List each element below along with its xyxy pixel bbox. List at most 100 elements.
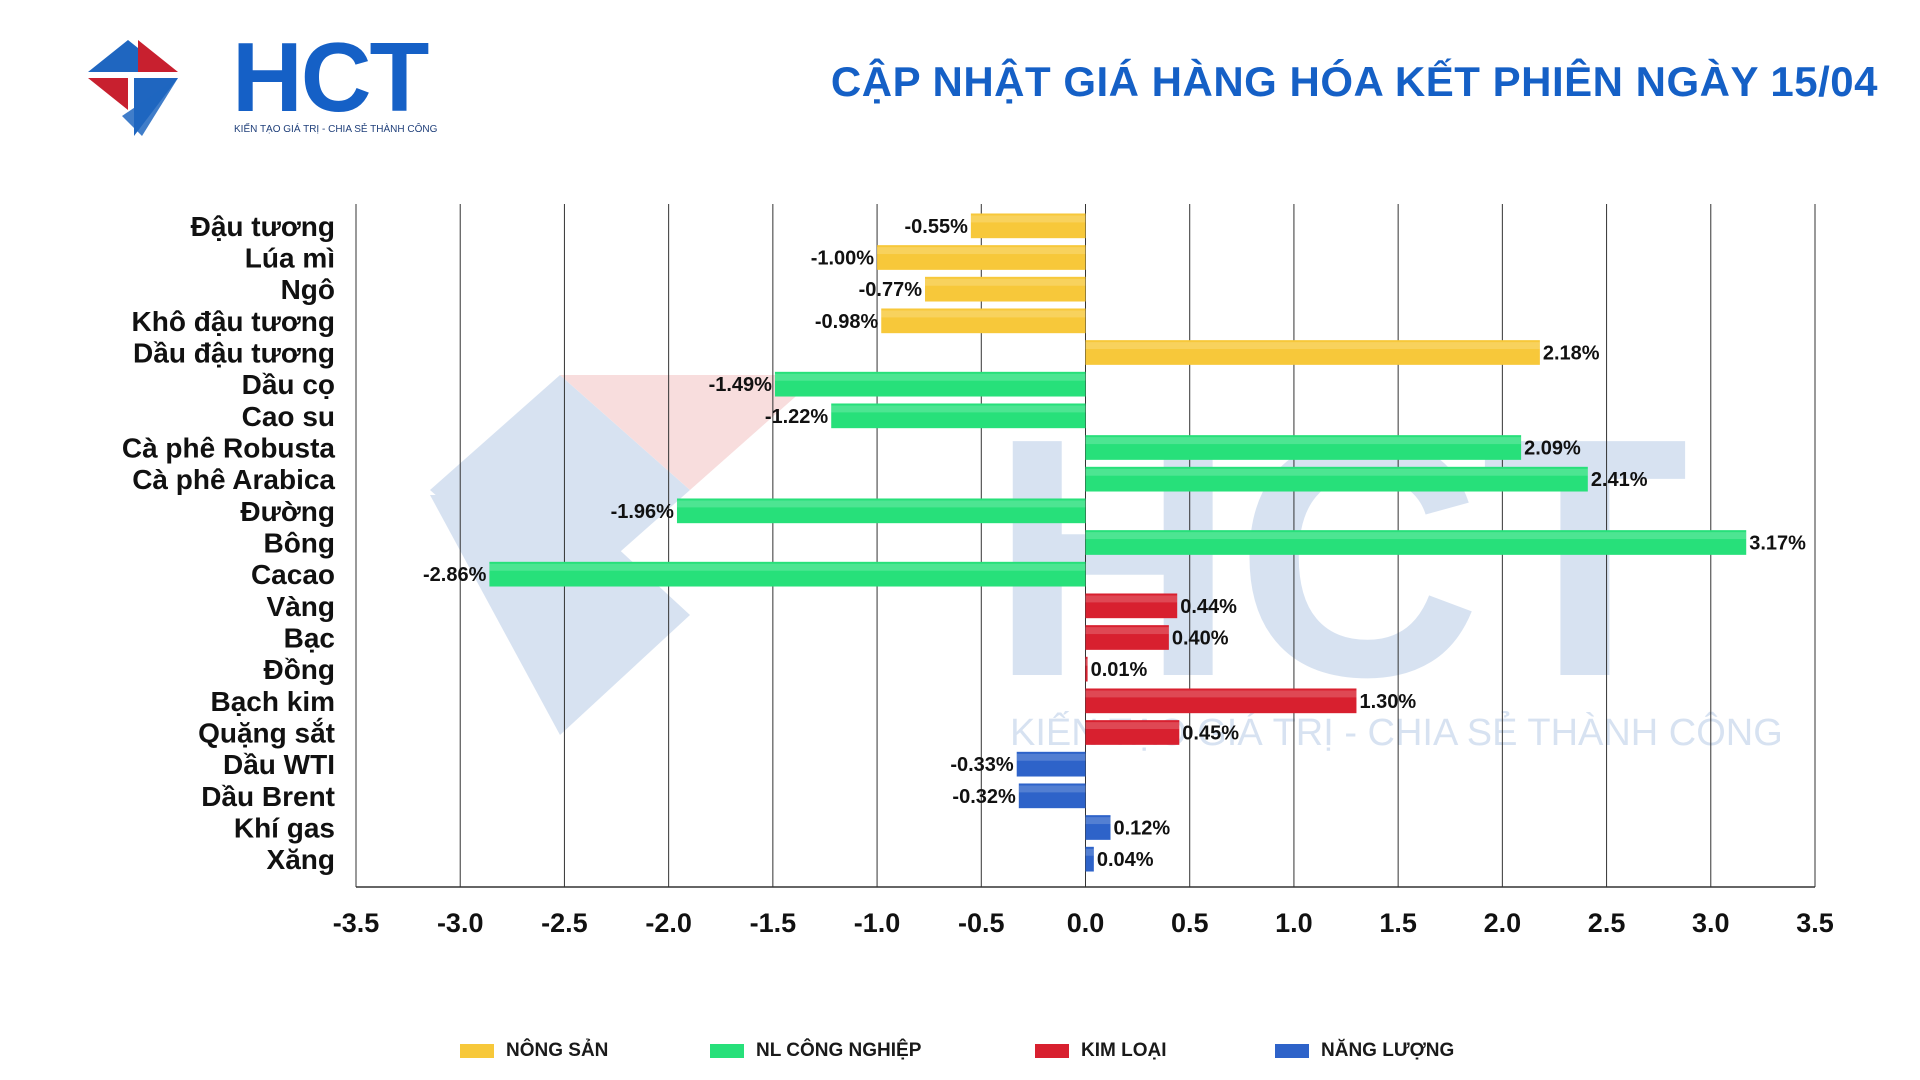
category-label: Vàng [267, 591, 335, 622]
data-label: 0.44% [1180, 596, 1237, 618]
legend-swatch [710, 1044, 744, 1058]
bar [676, 498, 1086, 524]
bar-highlight [877, 247, 1086, 255]
category-label: Cà phê Robusta [122, 433, 336, 464]
category-label: Quặng sắt [198, 718, 335, 749]
bar-highlight [1085, 658, 1088, 666]
x-tick-label: 2.0 [1484, 908, 1522, 938]
data-label: -1.22% [765, 406, 829, 428]
category-label: Đồng [263, 654, 335, 685]
category-label: Bạch kim [211, 686, 336, 717]
legend-label: NÔNG SẢN [506, 1040, 609, 1061]
category-label: Cà phê Arabica [132, 464, 335, 495]
legend-swatch [1035, 1044, 1069, 1058]
bar [1016, 751, 1086, 777]
data-label: 2.09% [1524, 438, 1581, 460]
bar [877, 245, 1086, 270]
x-tick-label: -3.0 [437, 908, 484, 938]
bar [1085, 530, 1747, 555]
data-label: 1.30% [1359, 691, 1416, 713]
bar-highlight [831, 405, 1086, 413]
logo-diamond-left [88, 78, 128, 110]
data-label: 0.40% [1172, 628, 1229, 650]
bar [881, 308, 1086, 334]
category-label: Ngô [281, 274, 335, 305]
bar-highlight [1085, 595, 1178, 603]
legend-label: KIM LOẠI [1081, 1040, 1167, 1061]
bar [1085, 688, 1357, 714]
bar [1085, 720, 1180, 745]
x-tick-label: -3.5 [333, 908, 380, 938]
bar-highlight [1018, 785, 1086, 793]
logo-wordmark: HCT [232, 22, 429, 132]
category-label: Bông [263, 528, 335, 559]
x-tick-label: 1.0 [1275, 908, 1313, 938]
bar-highlight [1085, 437, 1522, 445]
logo-diamond-right [138, 40, 178, 72]
x-tick-label: -2.0 [645, 908, 692, 938]
data-label: 0.01% [1091, 659, 1148, 681]
data-label: -1.96% [611, 501, 675, 523]
category-label: Lúa mì [245, 243, 335, 274]
bar-highlight [925, 278, 1086, 286]
data-label: 0.04% [1097, 849, 1154, 871]
category-label: Bạc [284, 623, 335, 654]
category-label: Đậu tương [191, 211, 335, 242]
x-tick-label: 0.0 [1067, 908, 1105, 938]
bar-highlight [1085, 627, 1169, 635]
data-label: -0.32% [952, 786, 1016, 808]
legend-item: KIM LOẠI [1035, 1040, 1167, 1062]
x-tick-label: 0.5 [1171, 908, 1209, 938]
data-label: -0.33% [950, 754, 1014, 776]
commodity-bar-chart: -3.5 -3.0 -2.5 -2.0 -1.5 -1.0 -0.5 0.0 0.5 1.0 1.5… [122, 204, 1834, 938]
x-tick-label: -1.0 [854, 908, 901, 938]
bar [925, 276, 1086, 302]
bar [1018, 783, 1086, 809]
data-label: -0.77% [859, 279, 923, 301]
bar-highlight [881, 310, 1086, 318]
bar [489, 561, 1086, 587]
bar [1085, 815, 1111, 840]
chart-legend: NÔNG SẢN NL CÔNG NGHIỆP KIM LOẠI NĂNG LƯỢNG [0, 1040, 1920, 1070]
data-label: 0.12% [1114, 818, 1171, 840]
watermark-diamond [430, 375, 690, 605]
bar-highlight [970, 215, 1086, 223]
bar-highlight [1085, 817, 1111, 825]
legend-item: NĂNG LƯỢNG [1275, 1040, 1454, 1062]
category-label: Khí gas [234, 813, 335, 844]
bar [1085, 593, 1178, 619]
data-label: -1.49% [709, 374, 773, 396]
x-tick-label: 3.0 [1692, 908, 1730, 938]
data-label: -2.86% [423, 564, 487, 586]
data-label: 2.41% [1591, 469, 1648, 491]
bar-highlight [676, 500, 1086, 508]
data-label: 2.18% [1543, 343, 1600, 365]
legend-swatch [460, 1044, 494, 1058]
bar [774, 371, 1086, 397]
bar-layer [489, 213, 1747, 872]
label-layer: -3.5 -3.0 -2.5 -2.0 -1.5 -1.0 -0.5 0.0 0.5 1.0 1.5… [122, 211, 1834, 938]
legend-label: NL CÔNG NGHIỆP [756, 1040, 922, 1061]
bar-highlight [1085, 342, 1540, 350]
bar [1085, 435, 1522, 460]
bar [1085, 846, 1094, 872]
data-label: -0.55% [904, 216, 968, 238]
bar-highlight [1016, 753, 1086, 761]
x-tick-label: -1.5 [750, 908, 797, 938]
category-label: Cao su [242, 401, 335, 432]
category-label: Đường [240, 496, 335, 527]
x-tick-label: -0.5 [958, 908, 1005, 938]
data-label: 3.17% [1749, 533, 1806, 555]
company-logo [88, 40, 178, 136]
bar [970, 213, 1086, 239]
legend-item: NÔNG SẢN [460, 1040, 608, 1062]
legend-label: NĂNG LƯỢNG [1321, 1040, 1455, 1061]
page-title: CẬP NHẬT GIÁ HÀNG HÓA KẾT PHIÊN NGÀY 15/… [830, 58, 1878, 105]
category-label: Khô đậu tương [132, 306, 335, 337]
bar [1085, 656, 1088, 682]
category-label: Xăng [267, 844, 335, 875]
bar [1085, 625, 1169, 650]
bar-highlight [1085, 690, 1357, 698]
bar-highlight [489, 563, 1086, 571]
x-tick-label: 1.5 [1379, 908, 1417, 938]
